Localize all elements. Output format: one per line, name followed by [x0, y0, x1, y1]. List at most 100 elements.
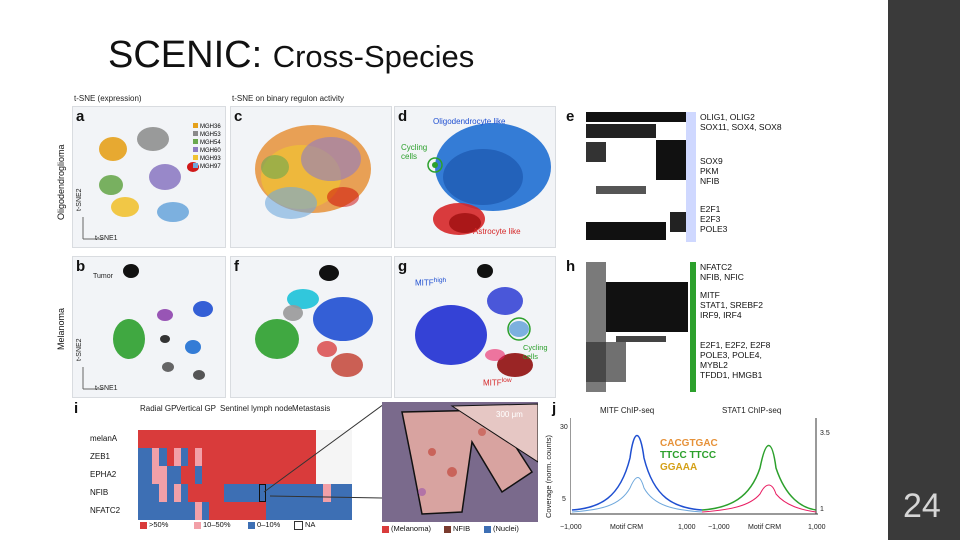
panel-a-scatter	[82, 127, 199, 240]
heatmap-cell	[187, 430, 196, 448]
heatmap-cell	[330, 484, 339, 502]
histology-texture	[382, 402, 538, 522]
panel-j-motif-2: TTCC TTCC	[660, 450, 717, 461]
heatmap-cell	[287, 484, 296, 502]
heatmap-cell	[302, 502, 310, 520]
panel-g-mitf-high-text: MITF	[415, 278, 434, 288]
heatmap-cell	[245, 502, 253, 520]
panel-g-low-sup: low	[501, 377, 512, 384]
heatmap-cell	[152, 430, 160, 448]
heatmap-cell	[294, 484, 303, 502]
panel-j-xtick-4: −1,000	[708, 524, 730, 531]
panel-c-scatter	[255, 125, 371, 219]
heatmap-cell	[245, 430, 253, 448]
heatmap-cell	[344, 430, 353, 448]
heatmap-cell	[166, 430, 175, 448]
panel-a-legend-swatch	[193, 155, 198, 160]
panel-a-clusters	[99, 127, 199, 222]
heatmap-cell	[337, 484, 346, 502]
heatmap-cell	[280, 448, 289, 466]
panel-d-cycling-label: Cycling cells	[401, 143, 428, 161]
gene-nfatc2: NFATC2	[90, 506, 121, 515]
panel-h-tf-6: E2F1, E2F2, E2F8	[700, 340, 771, 350]
stain-legend-nuclei: (Nuclei)	[484, 524, 519, 533]
heatmap-cell	[280, 502, 289, 520]
panel-b-scatter	[82, 264, 213, 390]
heatmap-cell	[152, 484, 160, 502]
heatmap-cell	[230, 448, 239, 466]
heatmap-cell	[302, 448, 310, 466]
panel-e-heatmap	[586, 112, 696, 242]
heatmap-cell	[237, 466, 246, 484]
heatmap-cell	[230, 484, 239, 502]
heatmap-cell	[316, 448, 324, 466]
heatmap-cell	[180, 430, 189, 448]
panel-b: Tumor t-SNE2 t-SNE1	[72, 256, 226, 398]
heatmap-cell	[216, 448, 225, 466]
heatmap-cell	[216, 484, 225, 502]
heatmap-cell	[302, 484, 310, 502]
stain-swatch-nuclei	[484, 525, 491, 533]
heatmap-cell	[159, 448, 168, 466]
panel-d-astro-label: Astrocyte like	[473, 227, 521, 236]
legend-10-50: 10–50%	[194, 520, 231, 529]
col-radial: Radial GP	[140, 404, 177, 413]
panel-e-tf-2: SOX11, SOX4, SOX8	[700, 122, 782, 132]
label-a: a	[76, 108, 85, 125]
heatmap-cell	[287, 430, 296, 448]
stain-legend-nfib-text: NFIB	[453, 524, 471, 533]
panel-a-legend-text: MGH93	[200, 156, 221, 162]
heatmap-cell	[344, 466, 353, 484]
panel-j-title-stat1: STAT1 ChIP-seq	[722, 406, 782, 415]
heatmap-cell	[330, 502, 339, 520]
panel-e: OLIG1, OLIG2 SOX11, SOX4, SOX8 SOX9 PKM …	[560, 106, 816, 246]
heatmap-cell	[287, 502, 296, 520]
label-h: h	[566, 258, 576, 275]
heatmap-cell	[138, 430, 146, 448]
label-e: e	[566, 108, 575, 125]
heatmap-cell	[180, 502, 189, 520]
panel-g-high-sup: high	[433, 277, 447, 284]
panel-b-clusters	[113, 264, 213, 380]
slide-number: 24	[903, 487, 941, 525]
heatmap-cell	[316, 484, 324, 502]
heatmap-cell	[159, 430, 168, 448]
heatmap-cell	[180, 466, 189, 484]
col-metastasis: Metastasis	[292, 404, 331, 413]
panel-a-legend: MGH36 MGH53 MGH54 MGH60 MGH93 MGH97	[193, 123, 221, 171]
heatmap-cell	[337, 502, 346, 520]
heatmap-cell	[166, 448, 175, 466]
gene-epha2: EPHA2	[90, 470, 117, 479]
heatmap-cell	[237, 448, 246, 466]
panel-j-xtick-2: Motif CRM	[610, 524, 644, 531]
panel-h-tf-8: MYBL2	[700, 360, 728, 370]
heatmap-cell	[287, 448, 296, 466]
heatmap-cell	[223, 448, 232, 466]
label-f: f	[234, 258, 239, 275]
heatmap-cell	[195, 502, 203, 520]
stain-legend-melanoma: (Melanoma)	[382, 524, 431, 533]
panel-a-legend-swatch	[193, 147, 198, 152]
heatmap-cell	[344, 484, 353, 502]
panel-j-motif-1: CACGTGAC	[660, 438, 718, 449]
heatmap-cell	[273, 430, 282, 448]
stain-legend-nfib: NFIB	[444, 524, 470, 533]
heatmap-cell	[316, 430, 324, 448]
heatmap-cell	[237, 484, 246, 502]
panel-h-tf-7: POLE3, POLE4,	[700, 350, 762, 360]
heatmap-cell	[266, 502, 275, 520]
heatmap-cell	[330, 448, 339, 466]
panel-g-mitf-high: MITFhigh	[415, 277, 446, 288]
heatmap-cell	[202, 484, 210, 502]
panel-g-mitf-low: MITFlow	[483, 377, 512, 388]
heatmap-cell	[259, 502, 267, 520]
panel-j-xtick-5: Motif CRM	[748, 524, 782, 531]
heatmap-cell	[152, 466, 160, 484]
panel-a-legend-item: MGH60	[193, 147, 221, 155]
heatmap-cell	[223, 430, 232, 448]
heatmap-cell	[273, 466, 282, 484]
heatmap-cell	[294, 430, 303, 448]
stain-legend-melanoma-text: (Melanoma)	[391, 524, 432, 533]
heatmap-cell	[187, 466, 196, 484]
heatmap-cell	[138, 466, 146, 484]
